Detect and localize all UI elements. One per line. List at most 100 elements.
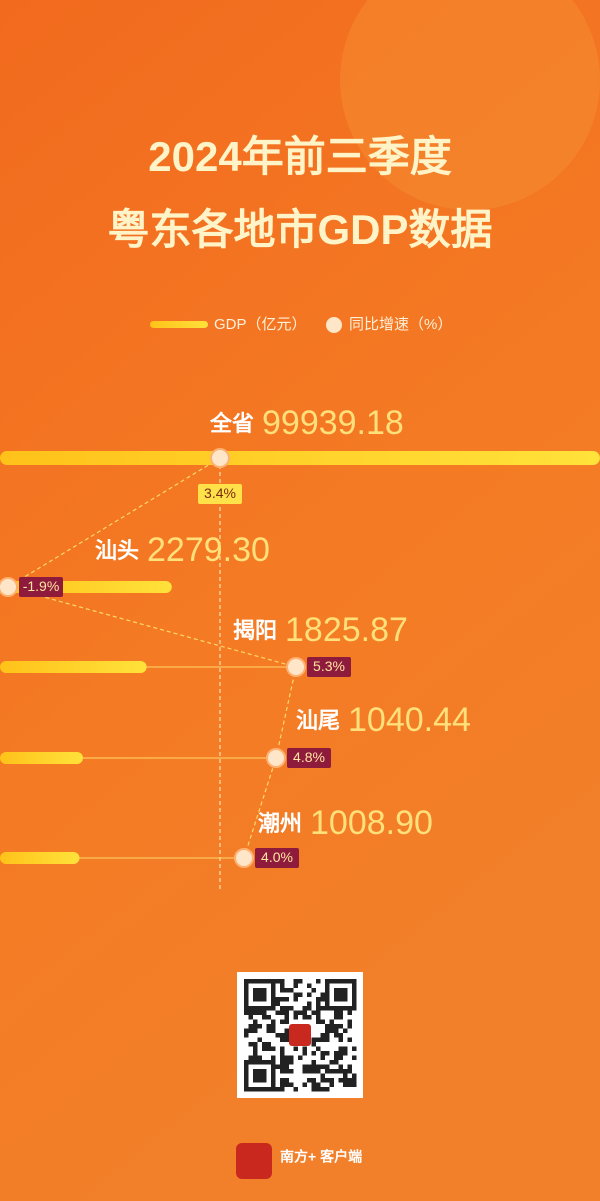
- qr-module: [352, 997, 357, 1002]
- qr-module: [253, 1006, 258, 1011]
- qr-module: [338, 1024, 343, 1029]
- qr-module: [302, 1015, 307, 1020]
- qr-module: [284, 1028, 289, 1033]
- qr-module: [338, 1046, 343, 1051]
- qr-module: [334, 1028, 339, 1033]
- growth-point: [0, 577, 18, 597]
- qr-module: [343, 1082, 348, 1087]
- qr-module: [316, 1069, 321, 1074]
- qr-module: [257, 1060, 262, 1065]
- legend-label: GDP（亿元）: [214, 316, 307, 333]
- qr-module: [338, 1033, 343, 1038]
- emblem-decoration: [340, 0, 600, 210]
- qr-module: [320, 1006, 325, 1011]
- qr-module: [248, 1055, 253, 1060]
- bar: [0, 852, 80, 864]
- qr-module: [271, 979, 276, 984]
- qr-module: [329, 1019, 334, 1024]
- qr-module: [244, 1069, 249, 1074]
- qr-module: [253, 1055, 258, 1060]
- qr-module: [334, 1006, 339, 1011]
- qr-module: [347, 1037, 352, 1042]
- qr-module: [307, 1001, 312, 1006]
- qr-module: [311, 1060, 316, 1065]
- qr-module: [352, 1001, 357, 1006]
- qr-module: [253, 1019, 258, 1024]
- qr-module: [284, 1060, 289, 1065]
- qr-module: [271, 1001, 276, 1006]
- qr-module: [338, 1055, 343, 1060]
- qr-module: [284, 1078, 289, 1083]
- qr-module: [271, 1019, 276, 1024]
- qr-module: [244, 1010, 249, 1015]
- qr-module: [280, 1010, 285, 1015]
- qr-module: [343, 988, 348, 993]
- qr-module: [257, 1078, 262, 1083]
- growth-label-box: [307, 657, 351, 677]
- qr-module: [280, 1069, 285, 1074]
- growth-label-box: [287, 748, 331, 768]
- qr-module: [275, 1010, 280, 1015]
- qr-module: [244, 1001, 249, 1006]
- qr-module: [311, 1087, 316, 1092]
- qr-module: [271, 1082, 276, 1087]
- qr-module: [352, 1078, 357, 1083]
- qr-module: [280, 997, 285, 1002]
- legend-swatch: [150, 321, 208, 328]
- qr-module: [325, 1078, 330, 1083]
- qr-module: [316, 1019, 321, 1024]
- qr-module: [338, 1078, 343, 1083]
- qr-module: [257, 1055, 262, 1060]
- qr-module: [253, 992, 258, 997]
- qr-module: [343, 1069, 348, 1074]
- qr-module: [275, 979, 280, 984]
- qr-module: [257, 1087, 262, 1092]
- qr-module: [307, 992, 312, 997]
- qr-module: [293, 983, 298, 988]
- qr-module: [262, 979, 267, 984]
- qr-module: [343, 997, 348, 1002]
- qr-module: [325, 1037, 330, 1042]
- qr-module: [329, 1024, 334, 1029]
- qr-module: [334, 988, 339, 993]
- qr-module: [334, 1015, 339, 1020]
- qr-module: [253, 979, 258, 984]
- qr-module: [280, 983, 285, 988]
- qr-module: [329, 1028, 334, 1033]
- growth-label-box: [255, 848, 299, 868]
- qr-module: [289, 988, 294, 993]
- qr-module: [343, 1006, 348, 1011]
- qr-module: [280, 1006, 285, 1011]
- qr-module: [347, 1006, 352, 1011]
- title-line: 粤东各地市GDP数据: [107, 206, 492, 253]
- qr-module: [280, 1055, 285, 1060]
- qr-module: [271, 988, 276, 993]
- qr-module: [248, 1006, 253, 1011]
- qr-module: [307, 1064, 312, 1069]
- qr-module: [343, 1028, 348, 1033]
- qr-module: [338, 1015, 343, 1020]
- qr-module: [248, 1024, 253, 1029]
- qr-module: [347, 1010, 352, 1015]
- qr-module: [325, 1051, 330, 1056]
- qr-module: [320, 1064, 325, 1069]
- qr-module: [280, 1033, 285, 1038]
- qr-module: [266, 1024, 271, 1029]
- qr-module: [262, 997, 267, 1002]
- qr-module: [257, 1010, 262, 1015]
- qr-module: [271, 997, 276, 1002]
- qr-module: [244, 1073, 249, 1078]
- qr-module: [271, 1024, 276, 1029]
- qr-module: [271, 983, 276, 988]
- qr-module: [262, 1078, 267, 1083]
- qr-module: [280, 988, 285, 993]
- qr-module: [257, 1006, 262, 1011]
- qr-module: [262, 1042, 267, 1047]
- qr-module: [347, 1064, 352, 1069]
- growth-point: [266, 748, 286, 768]
- value-label: 1825.87: [285, 611, 408, 649]
- qr-module: [316, 1001, 321, 1006]
- qr-module: [311, 988, 316, 993]
- qr-module: [329, 1082, 334, 1087]
- qr-module: [244, 1082, 249, 1087]
